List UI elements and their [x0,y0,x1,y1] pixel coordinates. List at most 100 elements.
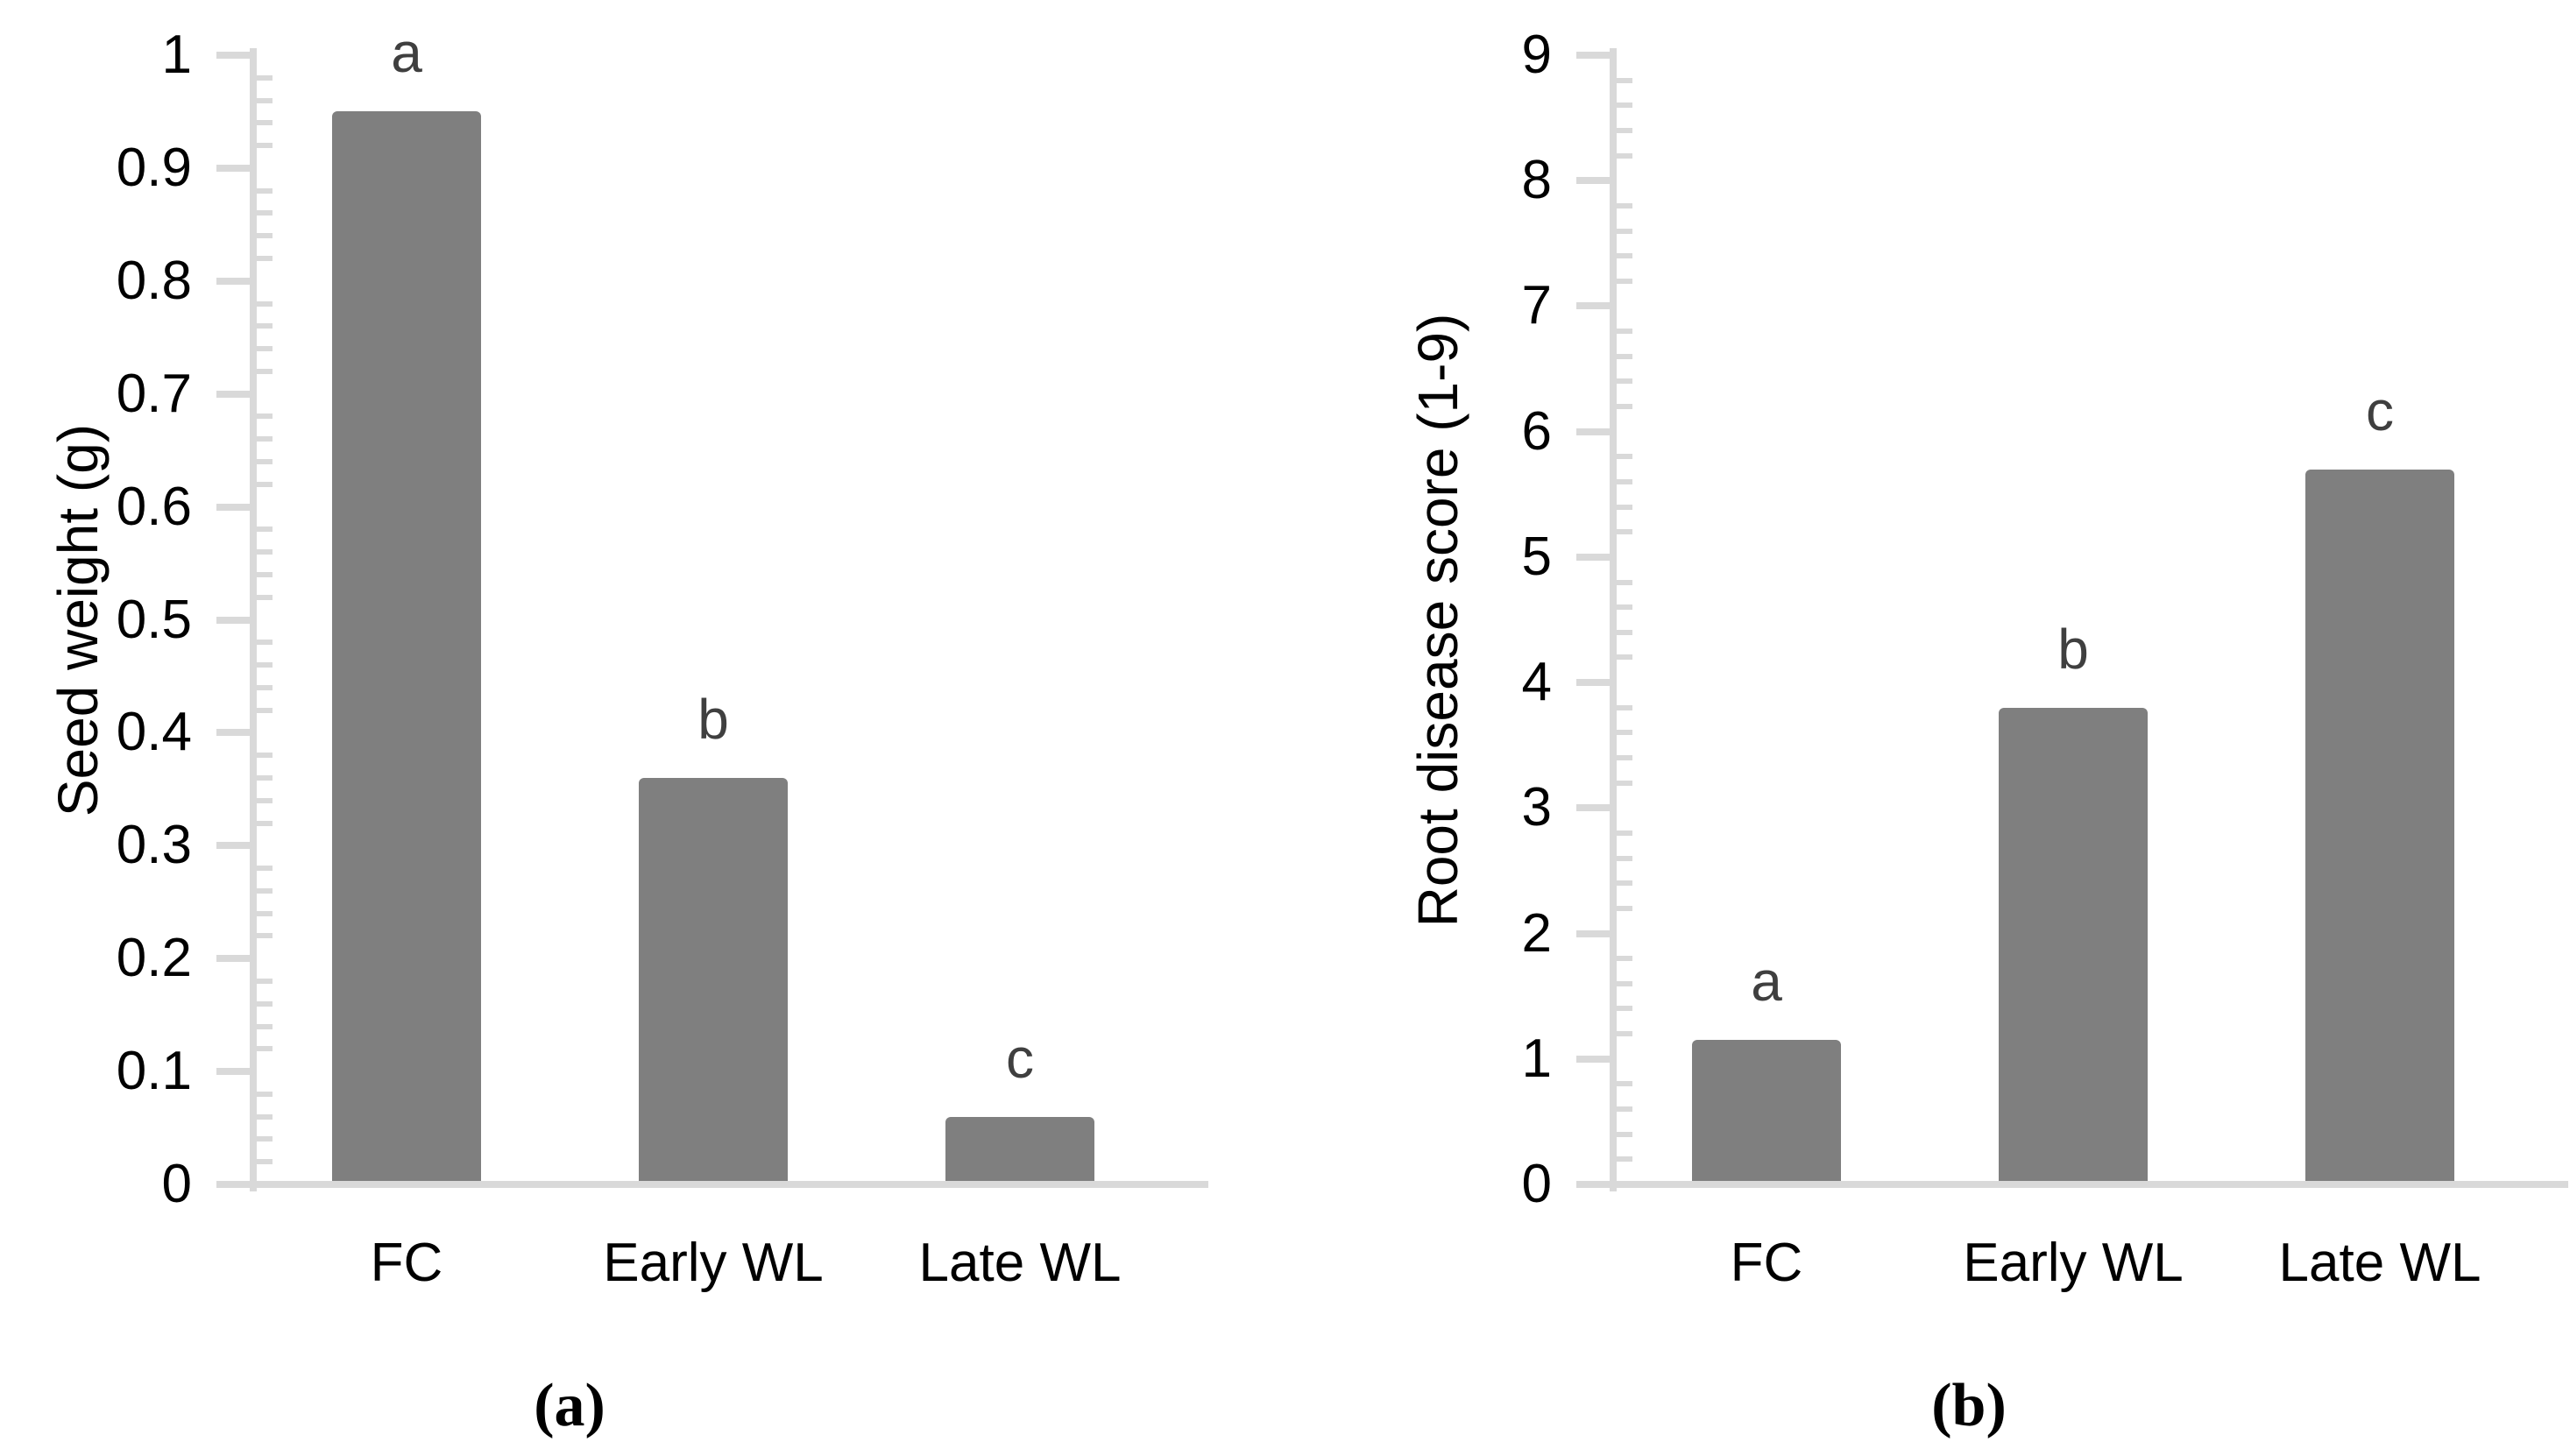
y-minor-tick [1617,830,1632,836]
y-axis-title-b: Root disease score (1-9) [1406,313,1469,927]
y-minor-tick [1617,629,1632,635]
y-major-tick [1576,804,1617,812]
panel-letter-a: (a) [534,1372,605,1439]
bar-fc [332,111,481,1184]
y-minor-tick [257,481,273,487]
y-minor-tick [1617,1131,1632,1137]
y-tick-label: 0.9 [116,137,192,198]
bar-late-wl [2305,469,2454,1184]
panel-b: Root disease score (1-9) 0 1 2 3 4 5 6 7 8 9 a b c F… [1285,0,2570,1456]
y-minor-tick [1617,704,1632,710]
y-minor-tick [257,866,273,872]
y-minor-tick [257,527,273,533]
plot-area-b: 0 1 2 3 4 5 6 7 8 9 a b c [1522,25,2568,1214]
category-label: Early WL [1963,1233,2184,1293]
y-minor-tick [1617,77,1632,83]
y-minor-tick [1617,378,1632,385]
y-tick-label: 7 [1521,275,1552,336]
y-minor-tick [1617,102,1632,109]
y-major-tick [216,1068,257,1076]
y-minor-tick [257,346,273,352]
y-tick-label: 0.8 [116,250,192,311]
y-major-tick [1576,177,1617,185]
category-label: Late WL [2278,1233,2482,1293]
y-minor-tick [1617,127,1632,133]
significance-letter: b [2057,617,2089,681]
x-axis-line [1591,1181,2568,1188]
y-minor-tick [1617,1006,1632,1012]
y-tick-label: 2 [1521,902,1552,964]
y-minor-tick [257,1000,273,1007]
y-minor-tick [257,978,273,984]
y-minor-tick [257,910,273,916]
y-tick-label: 3 [1521,777,1552,838]
category-label: Late WL [918,1233,1122,1293]
y-major-tick [216,729,257,737]
y-minor-tick [257,684,273,690]
y-minor-tick [1617,353,1632,359]
bar-early-wl [639,777,788,1184]
y-minor-tick [1617,202,1632,209]
y-minor-tick [1617,404,1632,410]
y-major-tick [216,277,257,285]
y-major-tick [1576,929,1617,937]
y-minor-tick [1617,730,1632,736]
y-minor-tick [257,233,273,239]
y-minor-tick [1617,329,1632,335]
y-minor-tick [1617,478,1632,484]
y-minor-tick [1617,529,1632,535]
y-minor-tick [257,1023,273,1029]
y-tick-label: 8 [1521,150,1552,211]
y-minor-tick [1617,855,1632,861]
y-minor-tick [257,571,273,577]
x-axis-line [231,1181,1208,1188]
y-minor-tick [257,1113,273,1120]
y-minor-tick [257,413,273,420]
y-minor-tick [1617,956,1632,962]
y-tick-label: 1 [1521,1028,1552,1089]
y-minor-tick [257,1159,273,1165]
x-axis-labels-a: FC Early WL Late WL [253,1228,1208,1298]
significance-letter: c [1006,1026,1034,1090]
y-tick-label: 0.1 [116,1041,192,1102]
y-minor-tick [257,1091,273,1097]
y-major-tick [216,955,257,963]
y-minor-tick [257,797,273,803]
y-minor-tick [257,368,273,374]
y-major-tick [1576,553,1617,561]
category-label: FC [370,1233,443,1293]
y-tick-label: 0.5 [116,589,192,650]
y-minor-tick [257,323,273,329]
y-tick-label: 0.4 [116,702,192,763]
y-minor-tick [257,459,273,465]
y-major-tick [1576,1055,1617,1063]
y-major-tick [216,503,257,511]
y-minor-tick [257,143,273,149]
y-major-tick [216,616,257,624]
y-major-tick [1576,428,1617,435]
y-major-tick [1576,52,1617,59]
y-minor-tick [1617,1156,1632,1163]
y-minor-tick [257,187,273,194]
y-minor-tick [257,1046,273,1052]
y-minor-tick [1617,278,1632,284]
y-major-tick [1576,302,1617,310]
y-minor-tick [257,774,273,781]
y-minor-tick [257,640,273,646]
y-minor-tick [257,436,273,442]
y-tick-label: 5 [1521,526,1552,587]
y-minor-tick [257,594,273,600]
y-minor-tick [1617,253,1632,259]
y-minor-tick [1617,755,1632,761]
significance-letter: b [697,687,729,751]
y-minor-tick [1617,1031,1632,1037]
y-minor-tick [257,256,273,262]
y-minor-tick [257,933,273,939]
y-tick-label: 0.3 [116,815,192,876]
y-tick-label: 9 [1521,25,1552,85]
y-tick-label: 6 [1521,400,1552,462]
y-major-tick [216,52,257,59]
panel-a: Seed weight (g) 0 0.1 0.2 0.3 0.4 0.5 0.6 0.7 0.… [46,24,1208,1439]
y-minor-tick [257,300,273,307]
y-tick-label: 4 [1521,652,1552,713]
